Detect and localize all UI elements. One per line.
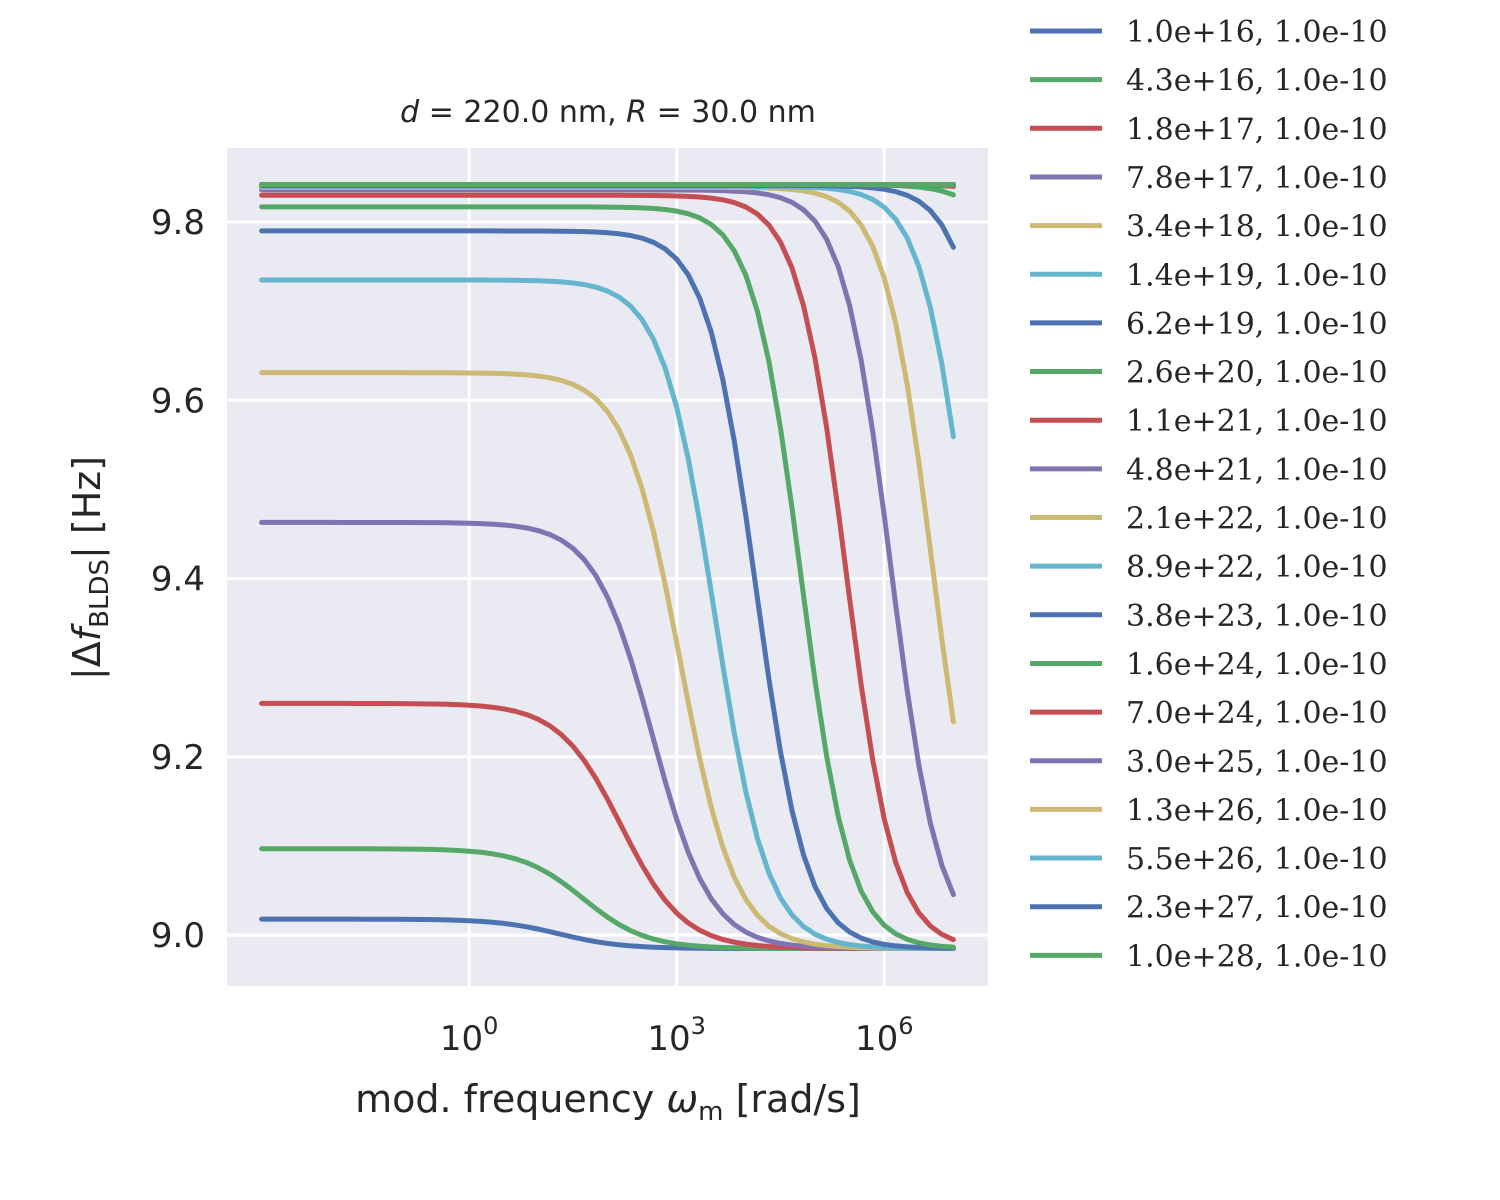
legend-item: 7.8e+17, 1.0e-10: [1030, 161, 1388, 196]
legend-item: 1.0e+28, 1.0e-10: [1030, 939, 1388, 974]
legend-item: 6.2e+19, 1.0e-10: [1030, 307, 1388, 342]
y-tick-label: 9.0: [151, 916, 205, 956]
plot-background: [227, 148, 988, 986]
legend-label: 5.5e+26, 1.0e-10: [1126, 842, 1388, 877]
y-tick-labels: 9.0 9.2 9.4 9.6 9.8: [151, 203, 205, 956]
series-line-7: [259, 228, 956, 951]
legend-item: 2.3e+27, 1.0e-10: [1030, 891, 1388, 926]
series-line-10: [259, 187, 956, 898]
x-axis-label: mod. frequency ωm [rad/s]: [355, 1077, 861, 1127]
title-d-symbol: d: [400, 95, 420, 130]
legend-label: 3.8e+23, 1.0e-10: [1126, 599, 1388, 634]
legend-label: 4.8e+21, 1.0e-10: [1126, 453, 1388, 488]
chart-title: d = 220.0 nm, R = 30.0 nm: [400, 95, 816, 130]
title-r-symbol: R: [626, 95, 647, 130]
xlabel-suffix: [rad/s]: [724, 1077, 861, 1121]
y-tick-label: 9.6: [151, 381, 205, 421]
legend-label: 1.1e+21, 1.0e-10: [1126, 404, 1388, 439]
xlabel-prefix: mod. frequency: [355, 1077, 666, 1121]
series-line-5: [259, 370, 956, 952]
grid-lines: [227, 148, 988, 986]
title-d-value: = 220.0 nm,: [419, 95, 626, 130]
y-tick-label: 9.8: [151, 203, 205, 243]
legend-item: 4.3e+16, 1.0e-10: [1030, 64, 1388, 99]
legend-label: 1.3e+26, 1.0e-10: [1126, 793, 1388, 828]
y-tick-label: 9.2: [151, 738, 205, 778]
legend-label: 1.4e+19, 1.0e-10: [1126, 258, 1388, 293]
legend-label: 2.6e+20, 1.0e-10: [1126, 356, 1388, 391]
x-tick-label: 100: [440, 1012, 499, 1059]
legend-item: 1.0e+16, 1.0e-10: [1030, 15, 1388, 50]
legend-item: 1.8e+17, 1.0e-10: [1030, 112, 1388, 147]
legend: 1.0e+16, 1.0e-10 4.3e+16, 1.0e-10 1.8e+17,…: [1030, 15, 1388, 974]
legend-item: 3.0e+25, 1.0e-10: [1030, 745, 1388, 780]
legend-item: 1.3e+26, 1.0e-10: [1030, 793, 1388, 828]
title-r-value: = 30.0 nm: [647, 95, 816, 130]
x-tick-label: 103: [647, 1012, 706, 1059]
legend-item: 2.1e+22, 1.0e-10: [1030, 502, 1388, 537]
legend-item: 3.4e+18, 1.0e-10: [1030, 210, 1388, 245]
legend-label: 1.0e+16, 1.0e-10: [1126, 15, 1388, 50]
ylabel-prefix: |Δ: [65, 641, 110, 680]
legend-label: 8.9e+22, 1.0e-10: [1126, 550, 1388, 585]
legend-label: 7.8e+17, 1.0e-10: [1126, 161, 1388, 196]
legend-label: 6.2e+19, 1.0e-10: [1126, 307, 1388, 342]
legend-item: 5.5e+26, 1.0e-10: [1030, 842, 1388, 877]
legend-label: 1.0e+28, 1.0e-10: [1126, 939, 1388, 974]
legend-label: 1.6e+24, 1.0e-10: [1126, 647, 1388, 682]
legend-item: 3.8e+23, 1.0e-10: [1030, 599, 1388, 634]
legend-item: 8.9e+22, 1.0e-10: [1030, 550, 1388, 585]
legend-label: 7.0e+24, 1.0e-10: [1126, 696, 1388, 731]
legend-label: 4.3e+16, 1.0e-10: [1126, 64, 1388, 99]
y-axis-label: |ΔfBLDS| [Hz]: [65, 456, 115, 680]
legend-label: 2.1e+22, 1.0e-10: [1126, 502, 1388, 537]
x-tick-label: 106: [855, 1012, 914, 1059]
legend-label: 3.0e+25, 1.0e-10: [1126, 745, 1388, 780]
xlabel-subscript: m: [698, 1097, 723, 1127]
series-line-6: [259, 277, 956, 951]
legend-label: 2.3e+27, 1.0e-10: [1126, 891, 1388, 926]
y-tick-label: 9.4: [151, 560, 205, 600]
legend-item: 1.6e+24, 1.0e-10: [1030, 647, 1388, 682]
legend-item: 4.8e+21, 1.0e-10: [1030, 453, 1388, 488]
legend-label: 1.8e+17, 1.0e-10: [1126, 112, 1388, 147]
legend-item: 1.1e+21, 1.0e-10: [1030, 404, 1388, 439]
x-tick-labels: 100 103 106: [440, 1012, 914, 1059]
legend-label: 3.4e+18, 1.0e-10: [1126, 210, 1388, 245]
series-lines: [259, 182, 956, 952]
series-line-9: [259, 192, 956, 943]
ylabel-subscript: BLDS: [85, 559, 115, 628]
legend-item: 2.6e+20, 1.0e-10: [1030, 356, 1388, 391]
legend-item: 7.0e+24, 1.0e-10: [1030, 696, 1388, 731]
ylabel-suffix: | [Hz]: [65, 456, 110, 559]
legend-item: 1.4e+19, 1.0e-10: [1030, 258, 1388, 293]
xlabel-symbol: ω: [666, 1077, 698, 1121]
series-line-8: [259, 204, 956, 950]
